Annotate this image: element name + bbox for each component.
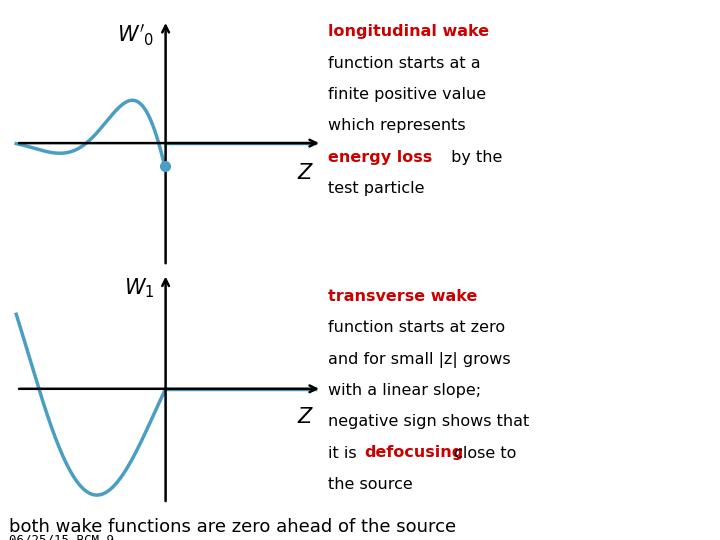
- Text: defocusing: defocusing: [364, 446, 464, 461]
- Text: function starts at a: function starts at a: [328, 56, 480, 71]
- Text: transverse wake: transverse wake: [328, 289, 477, 304]
- Text: $W'_0$: $W'_0$: [117, 23, 154, 48]
- Text: function starts at zero: function starts at zero: [328, 320, 505, 335]
- Text: energy loss: energy loss: [328, 150, 432, 165]
- Text: 06/25/15 BCM 9: 06/25/15 BCM 9: [9, 534, 114, 540]
- Text: test particle: test particle: [328, 181, 424, 196]
- Text: negative sign shows that: negative sign shows that: [328, 414, 529, 429]
- Text: both wake functions are zero ahead of the source: both wake functions are zero ahead of th…: [9, 518, 456, 536]
- Text: finite positive value: finite positive value: [328, 87, 486, 102]
- Text: the source: the source: [328, 477, 413, 492]
- Text: it is: it is: [328, 446, 361, 461]
- Text: and for small |z| grows: and for small |z| grows: [328, 352, 510, 368]
- Text: which represents: which represents: [328, 118, 465, 133]
- Text: with a linear slope;: with a linear slope;: [328, 383, 481, 398]
- Text: by the: by the: [446, 150, 503, 165]
- Text: $Z$: $Z$: [297, 407, 315, 427]
- Text: $Z$: $Z$: [297, 163, 315, 183]
- Text: $W_1$: $W_1$: [124, 276, 154, 300]
- Text: close to: close to: [449, 446, 516, 461]
- Text: longitudinal wake: longitudinal wake: [328, 24, 489, 39]
